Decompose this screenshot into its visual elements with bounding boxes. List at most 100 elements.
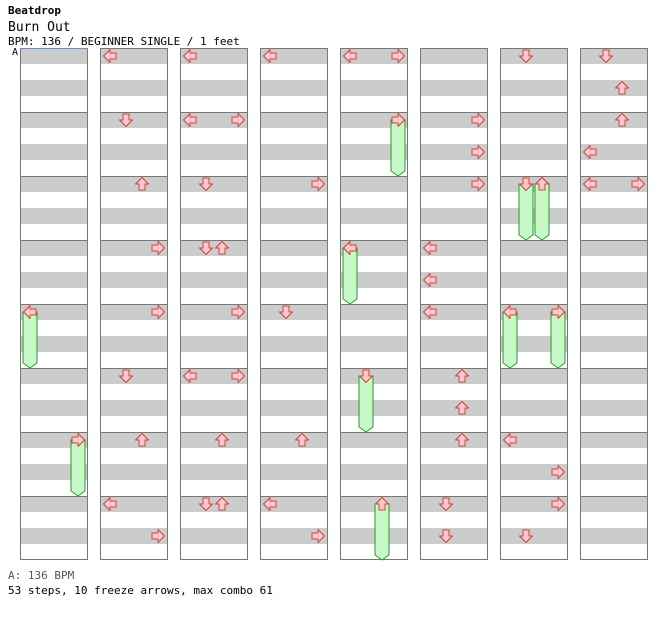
beat-stripe — [340, 304, 408, 320]
beat-stripe — [20, 272, 88, 288]
beat-stripe — [420, 368, 488, 384]
beat-stripe — [260, 368, 328, 384]
beat-stripe — [180, 144, 248, 160]
beat-stripe — [100, 400, 168, 416]
beat-stripe — [420, 112, 488, 128]
beat-stripe — [500, 400, 568, 416]
step-arrow-left — [343, 241, 357, 255]
beat-stripe — [260, 304, 328, 320]
beat-stripe — [260, 464, 328, 480]
beat-stripe — [180, 400, 248, 416]
beat-stripe — [100, 176, 168, 192]
beat-stripe — [100, 368, 168, 384]
beat-stripe — [580, 112, 648, 128]
beat-stripe — [20, 400, 88, 416]
beat-stripe — [100, 208, 168, 224]
beat-stripe — [100, 336, 168, 352]
freeze-arrow — [374, 503, 390, 561]
beat-stripe — [100, 48, 168, 64]
chart-column — [500, 48, 568, 560]
beat-stripe — [20, 112, 88, 128]
beat-stripe — [260, 144, 328, 160]
beat-stripe — [180, 272, 248, 288]
beat-stripe — [500, 432, 568, 448]
chart-column — [100, 48, 168, 560]
beat-stripe — [580, 400, 648, 416]
beat-stripe — [580, 80, 648, 96]
column-border — [260, 48, 328, 560]
chart-column — [180, 48, 248, 560]
step-arrow-down — [279, 305, 293, 319]
beat-stripe — [420, 240, 488, 256]
column-border — [580, 48, 648, 560]
step-arrow-down — [439, 497, 453, 511]
beat-stripe — [260, 176, 328, 192]
column-border — [500, 48, 568, 560]
beat-stripe — [100, 304, 168, 320]
beat-stripe — [180, 208, 248, 224]
step-arrow-up — [455, 401, 469, 415]
beat-stripe — [180, 112, 248, 128]
step-arrow-left — [183, 49, 197, 63]
beat-stripe — [340, 48, 408, 64]
beat-stripe — [180, 176, 248, 192]
beat-stripe — [420, 208, 488, 224]
step-arrow-right — [551, 465, 565, 479]
step-arrow-up — [135, 433, 149, 447]
beat-stripe — [420, 80, 488, 96]
step-arrow-left — [343, 49, 357, 63]
beat-stripe — [260, 336, 328, 352]
step-arrow-up — [615, 81, 629, 95]
step-arrow-down — [199, 241, 213, 255]
beat-stripe — [20, 528, 88, 544]
beat-stripe — [20, 368, 88, 384]
freeze-arrow — [22, 311, 38, 369]
step-arrow-left — [263, 497, 277, 511]
beat-stripe — [20, 496, 88, 512]
bpm-legend: A: 136 BPM — [8, 569, 75, 582]
step-arrow-right — [631, 177, 645, 191]
step-arrow-up — [455, 433, 469, 447]
beat-stripe — [500, 240, 568, 256]
beat-stripe — [100, 464, 168, 480]
bpm-marker-line — [20, 48, 88, 49]
step-arrow-right — [471, 177, 485, 191]
beat-stripe — [500, 80, 568, 96]
chart-meta: BPM: 136 / BEGINNER SINGLE / 1 feet — [8, 35, 240, 48]
beat-stripe — [420, 528, 488, 544]
step-arrow-left — [103, 497, 117, 511]
beat-stripe — [180, 496, 248, 512]
freeze-arrow — [534, 183, 550, 241]
beat-stripe — [20, 48, 88, 64]
chart-column — [20, 48, 88, 560]
beat-stripe — [180, 368, 248, 384]
step-arrow-down — [599, 49, 613, 63]
beat-stripe — [500, 272, 568, 288]
beat-stripe — [100, 496, 168, 512]
beat-stripe — [500, 208, 568, 224]
beat-stripe — [500, 464, 568, 480]
step-arrow-right — [551, 305, 565, 319]
beat-stripe — [180, 464, 248, 480]
beat-stripe — [580, 240, 648, 256]
step-arrow-right — [231, 305, 245, 319]
column-border — [420, 48, 488, 560]
beat-stripe — [500, 528, 568, 544]
step-arrow-left — [503, 305, 517, 319]
step-arrow-up — [615, 113, 629, 127]
step-arrow-right — [311, 529, 325, 543]
beat-stripe — [260, 48, 328, 64]
step-arrow-right — [231, 369, 245, 383]
beat-stripe — [100, 144, 168, 160]
beat-stripe — [20, 176, 88, 192]
beat-stripe — [420, 304, 488, 320]
step-arrow-left — [423, 273, 437, 287]
step-arrow-right — [391, 49, 405, 63]
beat-stripe — [180, 432, 248, 448]
beat-stripe — [260, 528, 328, 544]
step-arrow-up — [215, 241, 229, 255]
chart-column — [340, 48, 408, 560]
beat-stripe — [420, 48, 488, 64]
beat-stripe — [500, 144, 568, 160]
beat-stripe — [340, 400, 408, 416]
